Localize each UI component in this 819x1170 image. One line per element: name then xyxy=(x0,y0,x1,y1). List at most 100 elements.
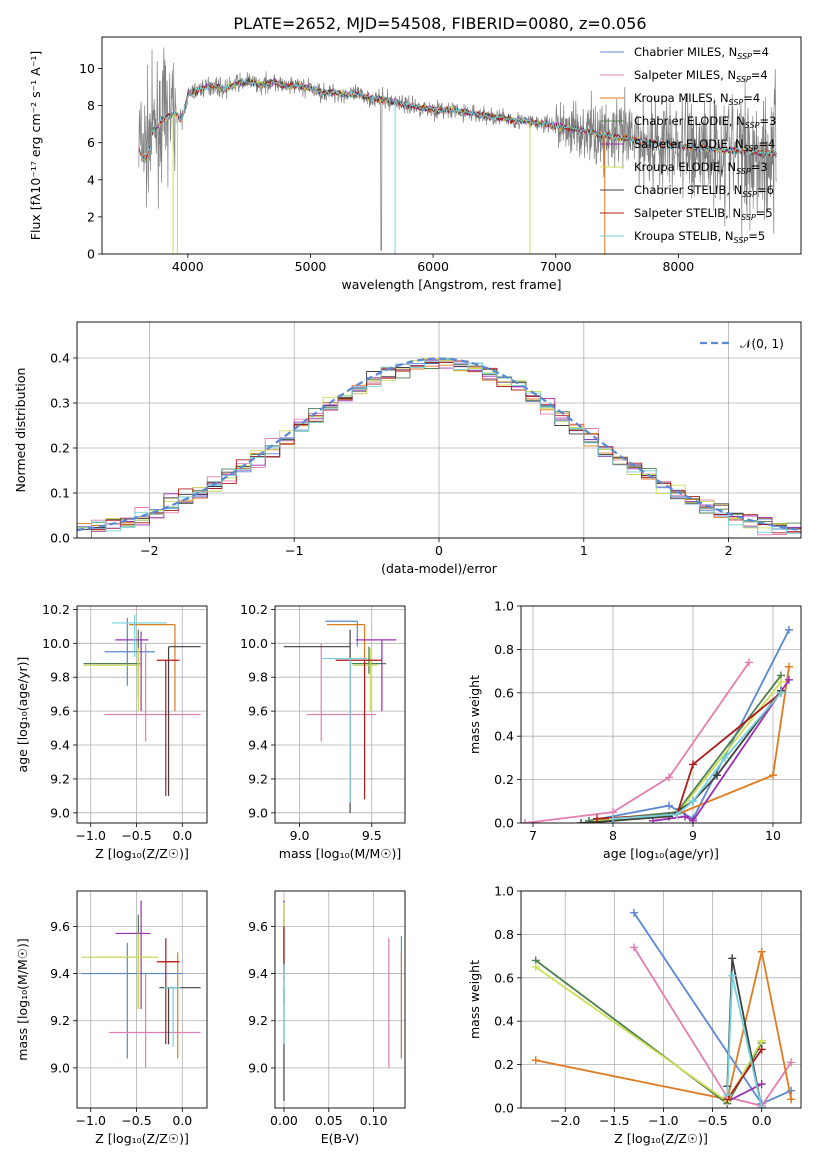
y-tick-label: 9.6 xyxy=(50,704,70,719)
y-tick-label: 1.0 xyxy=(494,884,514,899)
weight-point xyxy=(713,771,721,780)
weight-point xyxy=(665,773,673,782)
x-axis-label: Z [log₁₀(Z/Z☉)] xyxy=(95,1131,189,1146)
x-tick-label: −2.0 xyxy=(550,1113,580,1128)
y-tick-label: 0.0 xyxy=(50,531,70,546)
x-tick-label: −1.5 xyxy=(599,1113,629,1128)
y-tick-label: 9.2 xyxy=(248,1013,268,1028)
weight-point xyxy=(777,688,785,697)
weight-point xyxy=(681,812,689,821)
errorbar-kroupa-stelib xyxy=(163,987,181,1047)
y-tick-label: 0.8 xyxy=(494,642,514,657)
y-tick-label: 0 xyxy=(87,247,95,262)
weight-line xyxy=(726,1048,763,1100)
weight-point xyxy=(609,814,617,823)
x-tick-label: 5000 xyxy=(295,259,327,274)
weight-point xyxy=(629,908,638,917)
x-axis-label: age [log₁₀(age/yr)] xyxy=(603,846,719,861)
plot-area xyxy=(77,357,801,538)
x-axis-label: (data-model)/error xyxy=(381,561,498,576)
y-tick-label: 9.4 xyxy=(50,966,70,981)
legend-label-chabrier-stelib: Chabrier STELIB, NSSP=6 xyxy=(634,183,774,199)
y-tick-label: 9.6 xyxy=(248,919,268,934)
weight-point xyxy=(777,677,785,686)
y-tick-label: 9.0 xyxy=(50,805,70,820)
model-line-kroupa-stelib xyxy=(138,77,777,159)
errorbar-chabrier-stelib xyxy=(167,646,201,796)
errorbar-salpeter-elodie xyxy=(355,639,397,712)
x-tick-label: 0.0 xyxy=(172,828,192,843)
y-tick-label: 10.2 xyxy=(240,602,268,617)
errorbar-salpeter-stelib xyxy=(156,659,180,796)
legend-label-kroupa-elodie: Kroupa ELODIE, NSSP=3 xyxy=(634,160,768,176)
errorbar-salpeter-stelib xyxy=(156,938,180,1045)
weight-point xyxy=(757,1104,766,1108)
weight-point xyxy=(757,1080,766,1089)
weight-series-kroupa-stelib xyxy=(723,971,766,1108)
y-tick-label: 9.8 xyxy=(50,670,70,685)
plot-area xyxy=(521,625,793,823)
x-tick-label: −0.5 xyxy=(121,828,151,843)
errorbar-kroupa-miles xyxy=(129,624,176,712)
weight-point xyxy=(585,816,593,823)
y-tick-label: 9.0 xyxy=(248,805,268,820)
x-tick-label: 8000 xyxy=(662,259,694,274)
x-tick-label: 9.5 xyxy=(362,828,382,843)
weight-point xyxy=(721,753,729,762)
errorbar-chabrier-miles xyxy=(104,617,155,686)
weight-point xyxy=(673,810,681,819)
y-tick-label: 8 xyxy=(87,98,95,113)
x-tick-label: 7000 xyxy=(540,259,572,274)
legend-label-kroupa-stelib: Kroupa STELIB, NSSP=5 xyxy=(634,229,765,245)
y-tick-label: 9.2 xyxy=(248,771,268,786)
histogram-salpeter-elodie xyxy=(77,359,801,532)
x-axis-label: E(B-V) xyxy=(321,1131,360,1146)
weight-line xyxy=(633,946,792,1107)
x-tick-label: −1 xyxy=(285,543,303,558)
data-spectrum-line xyxy=(138,47,777,251)
y-tick-label: 0.4 xyxy=(494,729,514,744)
y-tick-label: 0.1 xyxy=(50,486,70,501)
y-tick-label: 9.8 xyxy=(248,670,268,685)
errorbar-kroupa-elodie xyxy=(353,648,378,712)
x-tick-label: −2 xyxy=(140,543,158,558)
y-tick-label: 10 xyxy=(79,61,95,76)
x-axis-label: Z [log₁₀(Z/Z☉)] xyxy=(95,846,189,861)
y-tick-label: 9.4 xyxy=(50,738,70,753)
x-tick-label: 4000 xyxy=(172,259,204,274)
weight-point xyxy=(665,812,673,821)
weight-series-salpeter-miles xyxy=(521,658,753,823)
y-tick-label: 10.0 xyxy=(240,636,268,651)
x-axis-label: mass [log₁₀(M/M☉)] xyxy=(279,846,401,861)
weight-line xyxy=(524,661,750,823)
legend-label-normal: 𝒩(0, 1) xyxy=(740,337,784,351)
figure-title: PLATE=2652, MJD=54508, FIBERID=0080, z=0… xyxy=(233,14,646,33)
weight-series-kroupa-stelib xyxy=(609,688,785,823)
x-tick-label: 9.0 xyxy=(290,828,310,843)
y-tick-label: 9.4 xyxy=(248,738,268,753)
weight-point xyxy=(629,943,638,952)
x-tick-label: 1 xyxy=(580,543,588,558)
y-tick-label: 9.0 xyxy=(248,1060,268,1075)
errorbar-salpeter-elodie xyxy=(115,900,151,1009)
y-tick-label: 0.2 xyxy=(494,1057,514,1072)
weight-point xyxy=(531,1056,540,1065)
x-tick-label: 0.00 xyxy=(270,1113,298,1128)
y-tick-label: 9.2 xyxy=(50,1013,70,1028)
plot-area xyxy=(283,900,403,1101)
histogram-kroupa-stelib xyxy=(77,359,801,534)
y-axis-label: Normed distribution xyxy=(13,368,28,493)
legend-label-salpeter-miles: Salpeter MILES, NSSP=4 xyxy=(634,68,768,84)
x-tick-label: 9 xyxy=(689,828,697,843)
y-tick-label: 6 xyxy=(87,135,95,150)
y-tick-label: 0.3 xyxy=(50,396,70,411)
y-tick-label: 0.2 xyxy=(494,772,514,787)
y-tick-label: 0.8 xyxy=(494,927,514,942)
x-tick-label: 0.05 xyxy=(315,1113,343,1128)
x-tick-label: 8 xyxy=(609,828,617,843)
y-tick-label: 0.6 xyxy=(494,970,514,985)
weight-point xyxy=(787,1095,796,1104)
axes-frame xyxy=(520,890,802,1109)
legend-label-chabrier-miles: Chabrier MILES, NSSP=4 xyxy=(634,45,769,61)
